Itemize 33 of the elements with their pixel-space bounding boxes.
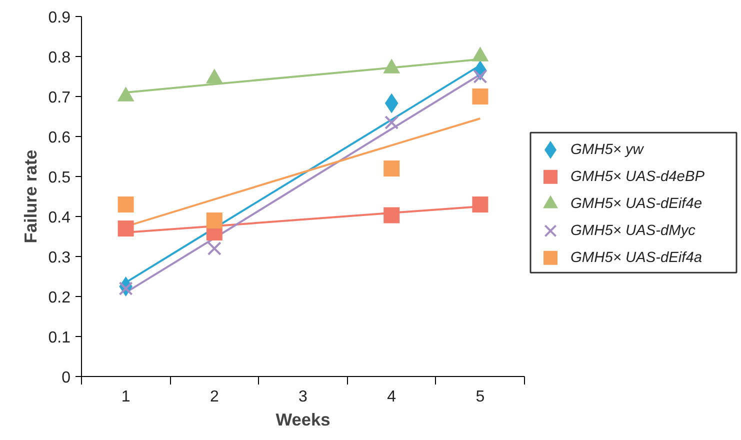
point bbox=[384, 115, 399, 130]
point bbox=[472, 88, 488, 104]
y-tick-label: 0.7 bbox=[48, 90, 71, 106]
point bbox=[118, 281, 133, 296]
point bbox=[472, 196, 488, 212]
x-axis-title: Weeks bbox=[276, 410, 330, 430]
point bbox=[118, 196, 134, 212]
x-tick-label: 1 bbox=[121, 388, 130, 406]
legend-label: GMH5× UAS-dMyc bbox=[570, 222, 696, 239]
y-tick-label: 0.5 bbox=[48, 170, 71, 186]
x-tick-label: 2 bbox=[210, 388, 219, 406]
y-axis-title: Failure rate bbox=[20, 149, 40, 244]
legend-label: GMH5× UAS-dEif4e bbox=[570, 196, 702, 212]
legend-label: GMH5× UAS-dEif4a bbox=[570, 250, 702, 266]
y-tick-label: 0.8 bbox=[48, 50, 71, 66]
y-tick-label: 0.2 bbox=[48, 290, 71, 306]
y-tick-label: 0.9 bbox=[48, 10, 71, 26]
point bbox=[118, 220, 134, 236]
x-tick-label: 3 bbox=[298, 388, 308, 406]
y-tick-label: 0.1 bbox=[48, 330, 71, 346]
x-tick-label: 4 bbox=[387, 388, 396, 406]
point bbox=[384, 160, 400, 176]
legend-label: GMH5× yw bbox=[570, 142, 645, 158]
point bbox=[207, 241, 222, 256]
y-tick-label: 0 bbox=[62, 370, 71, 386]
y-tick-label: 0.6 bbox=[48, 130, 71, 146]
x-tick-label: 5 bbox=[476, 388, 485, 406]
point bbox=[384, 207, 400, 224]
y-tick-label: 0.3 bbox=[48, 250, 71, 266]
legend-label: GMH5× UAS-d4eBP bbox=[570, 168, 705, 185]
point bbox=[473, 69, 488, 84]
point bbox=[206, 212, 222, 228]
y-tick-label: 0.4 bbox=[48, 210, 71, 226]
